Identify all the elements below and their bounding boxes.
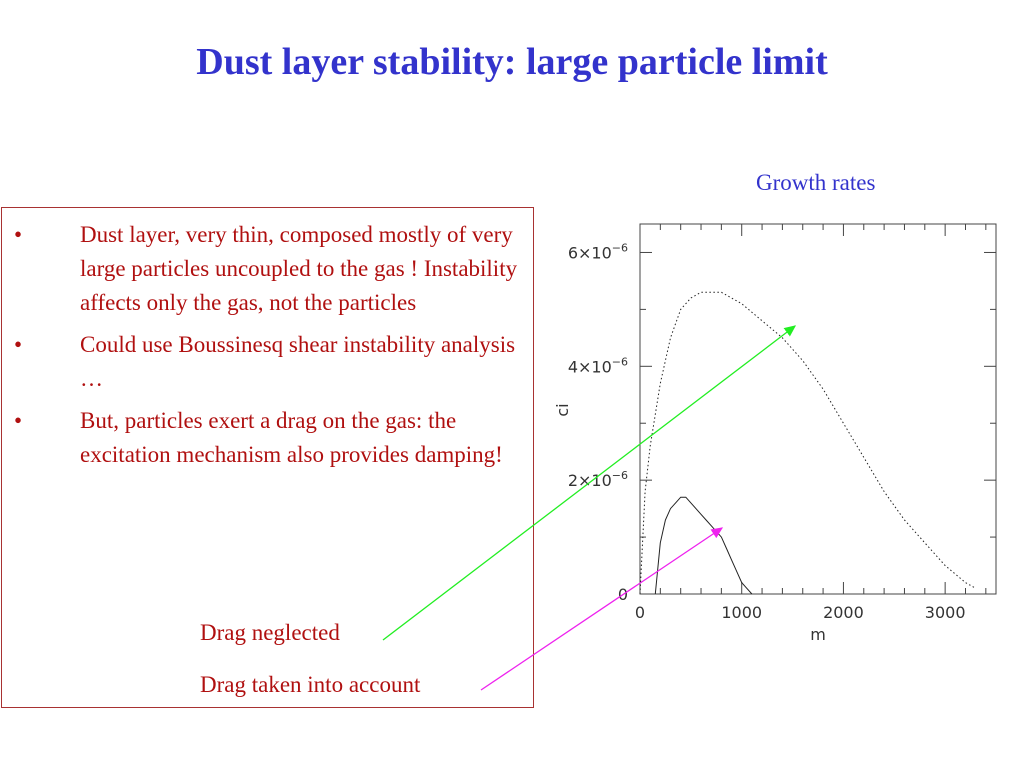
x-tick-label: 3000	[925, 603, 966, 622]
x-tick-label: 0	[635, 603, 645, 622]
y-tick-label: 2×10−6	[568, 469, 628, 490]
x-axis-label: m	[810, 625, 826, 644]
arrow-drag-neglected	[382, 325, 797, 641]
bullet-box: • Dust layer, very thin, composed mostly…	[1, 207, 534, 708]
y-tick-label: 6×10−6	[568, 241, 628, 262]
bullet-item: • Could use Boussinesq shear instability…	[2, 328, 535, 396]
bullet-item: • Dust layer, very thin, composed mostly…	[2, 218, 535, 320]
y-axis-label: ci	[553, 403, 572, 416]
bullet-text: But, particles exert a drag on the gas: …	[80, 408, 503, 467]
series-line-drag-neglected	[639, 291, 976, 595]
bullet-item: • But, particles exert a drag on the gas…	[2, 404, 535, 472]
y-tick-label: 4×10−6	[568, 355, 628, 376]
x-tick-label: 2000	[823, 603, 864, 622]
x-tick-label: 1000	[721, 603, 762, 622]
plot-frame	[639, 223, 997, 595]
drag-taken-label: Drag taken into account	[200, 672, 421, 697]
bullet-marker: •	[14, 332, 23, 357]
bullet-marker: •	[14, 222, 23, 247]
bullet-text: Could use Boussinesq shear instability a…	[80, 332, 516, 391]
bullet-marker: •	[14, 408, 23, 433]
slide-title: Dust layer stability: large particle lim…	[196, 41, 828, 83]
series-line-drag-taken	[654, 496, 753, 595]
arrow-drag-taken	[480, 527, 724, 691]
drag-neglected-label: Drag neglected	[200, 620, 340, 645]
bullet-text: Dust layer, very thin, composed mostly o…	[80, 222, 518, 315]
growth-rates-label: Growth rates	[756, 170, 876, 195]
bullet-list: • Dust layer, very thin, composed mostly…	[2, 218, 535, 480]
